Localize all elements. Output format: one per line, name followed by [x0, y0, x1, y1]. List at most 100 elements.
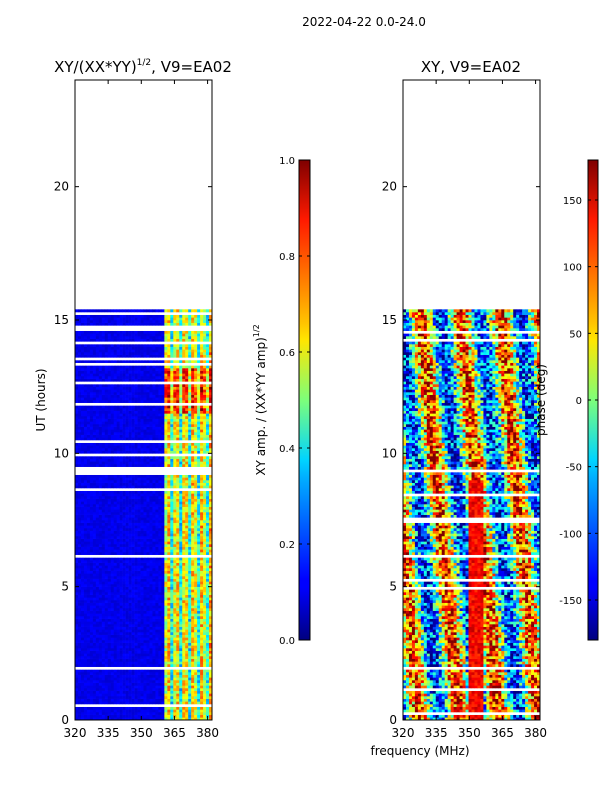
heatmap-cell: [194, 517, 198, 521]
heatmap-cell: [77, 482, 82, 486]
heatmap-cell: [167, 576, 171, 579]
heatmap-cell: [104, 501, 109, 505]
heatmap-cell: [146, 525, 150, 529]
heatmap-cell: [179, 442, 183, 446]
heatmap-cell: [131, 520, 135, 523]
heatmap-cell: [146, 448, 150, 451]
heatmap-cell: [200, 626, 204, 630]
heatmap-cell: [179, 557, 183, 561]
heatmap-cell: [101, 562, 106, 566]
heatmap-cell: [77, 506, 82, 510]
heatmap-cell: [131, 522, 135, 526]
heatmap-cell: [167, 642, 171, 646]
heatmap-cell: [191, 488, 195, 491]
heatmap-cell: [75, 594, 79, 598]
heatmap-cell: [86, 672, 91, 675]
heatmap-cell: [110, 549, 115, 553]
heatmap-cell: [143, 605, 147, 609]
heatmap-cell: [107, 570, 112, 574]
heatmap-cell: [146, 594, 150, 598]
heatmap-cell: [197, 674, 201, 678]
heatmap-cell: [89, 618, 94, 622]
heatmap-cell: [161, 464, 165, 467]
heatmap-cell: [125, 453, 129, 457]
heatmap-cell: [101, 584, 106, 587]
heatmap-cell: [86, 584, 91, 587]
heatmap-cell: [75, 434, 79, 438]
heatmap-cell: [149, 626, 153, 630]
heatmap-cell: [122, 624, 126, 627]
heatmap-cell: [98, 442, 103, 446]
heatmap-cell: [95, 589, 100, 593]
heatmap-cell: [182, 669, 186, 673]
heatmap-cell: [89, 696, 94, 699]
heatmap-cell: [137, 602, 141, 606]
heatmap-cell: [128, 541, 132, 545]
heatmap-cell: [185, 642, 189, 646]
heatmap-cell: [104, 656, 109, 659]
heatmap-cell: [80, 522, 85, 526]
heatmap-cell: [125, 432, 129, 435]
heatmap-cell: [155, 605, 159, 609]
heatmap-cell: [158, 653, 162, 657]
heatmap-cell: [173, 669, 177, 673]
heatmap-cell: [206, 458, 210, 462]
heatmap-cell: [86, 434, 91, 438]
heatmap-cell: [203, 586, 207, 590]
heatmap-cell: [197, 632, 201, 635]
heatmap-cell: [197, 445, 201, 449]
heatmap-cell: [146, 570, 150, 574]
heatmap-cell: [101, 616, 106, 619]
heatmap-cell: [146, 632, 150, 635]
heatmap-cell: [80, 624, 85, 627]
heatmap-cell: [206, 640, 210, 643]
heatmap-cell: [203, 512, 207, 515]
heatmap-cell: [86, 610, 91, 614]
heatmap-cell: [140, 464, 144, 467]
heatmap-cell: [146, 461, 150, 465]
heatmap-cell: [98, 573, 103, 577]
heatmap-cell: [122, 717, 126, 720]
heatmap-cell: [95, 541, 100, 545]
heatmap-cell: [185, 690, 189, 694]
heatmap-cell: [191, 645, 195, 649]
heatmap-cell: [194, 544, 198, 547]
heatmap-cell: [203, 677, 207, 681]
heatmap-cell: [149, 488, 153, 491]
heatmap-cell: [173, 546, 177, 550]
heatmap-cell: [197, 573, 201, 577]
heatmap-cell: [134, 456, 138, 459]
heatmap-cell: [191, 573, 195, 577]
heatmap-cell: [167, 474, 171, 478]
heatmap-cell: [158, 509, 162, 513]
heatmap-cell: [75, 474, 79, 478]
heatmap-cell: [98, 632, 103, 635]
heatmap-cell: [89, 581, 94, 585]
heatmap-cell: [140, 530, 144, 534]
heatmap-cell: [131, 442, 135, 446]
heatmap-cell: [200, 640, 204, 643]
heatmap-cell: [170, 704, 174, 707]
heatmap-cell: [188, 621, 192, 625]
heatmap-cell: [146, 712, 150, 715]
heatmap-cell: [128, 608, 132, 611]
heatmap-cell: [116, 629, 120, 633]
heatmap-cell: [164, 464, 168, 467]
heatmap-cell: [110, 618, 115, 622]
heatmap-cell: [155, 597, 159, 601]
heatmap-cell: [182, 522, 186, 526]
heatmap-cell: [209, 688, 212, 691]
heatmap-cell: [128, 645, 132, 649]
heatmap-cell: [179, 645, 183, 649]
heatmap-cell: [182, 573, 186, 577]
heatmap-cell: [119, 466, 123, 470]
heatmap-cell: [95, 520, 100, 523]
heatmap-cell: [83, 704, 88, 707]
heatmap-cell: [161, 693, 165, 697]
heatmap-cell: [170, 562, 174, 566]
heatmap-cell: [197, 634, 201, 638]
heatmap-cell: [122, 669, 126, 673]
heatmap-cell: [203, 680, 207, 683]
heatmap-cell: [134, 640, 138, 643]
heatmap-cell: [191, 458, 195, 462]
